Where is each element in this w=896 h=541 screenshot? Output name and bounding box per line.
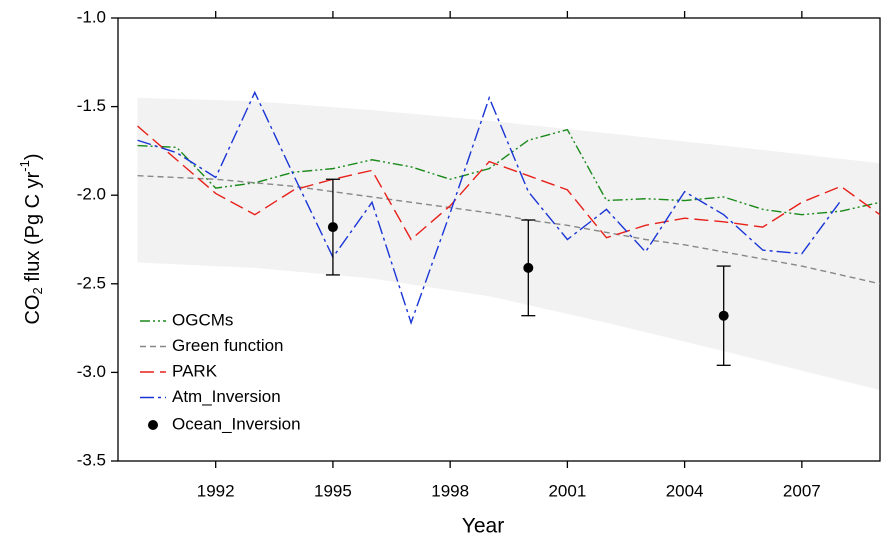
uncertainty-band	[137, 97, 881, 391]
point	[718, 310, 729, 321]
y-tick-label: -1.5	[77, 96, 106, 115]
series-line	[137, 125, 881, 241]
x-tick-label: 2004	[666, 481, 704, 500]
x-tick-label: 2007	[783, 481, 821, 500]
y-label-sup: -1	[17, 160, 32, 172]
y-label-part: flux (Pg C yr	[22, 171, 44, 287]
legend-label: Ocean_Inversion	[172, 414, 301, 433]
x-tick-label: 1998	[431, 481, 469, 500]
y-axis-label: CO2 flux (Pg C yr-1)	[17, 153, 45, 324]
y-tick-label: -1.0	[77, 7, 106, 26]
x-axis-label: Year	[462, 515, 504, 538]
y-tick-label: -3.5	[77, 450, 106, 469]
plot-frame	[117, 17, 881, 462]
series-line	[137, 175, 881, 285]
legend-label: Green function	[172, 336, 284, 355]
point	[523, 262, 534, 273]
legend-swatch	[148, 420, 158, 430]
x-tick-label: 1992	[197, 481, 235, 500]
point	[327, 222, 338, 233]
y-tick-label: -2.0	[77, 185, 106, 204]
legend-label: OGCMs	[172, 310, 233, 329]
x-tick-label: 2001	[548, 481, 586, 500]
y-tick-label: -2.5	[77, 273, 106, 292]
y-label-sub: 2	[30, 287, 45, 294]
y-tick-label: -3.0	[77, 362, 106, 381]
x-tick-label: 1995	[314, 481, 352, 500]
legend-label: Atm_Inversion	[172, 387, 281, 406]
legend-label: PARK	[172, 361, 218, 380]
y-label-part: CO	[22, 295, 44, 325]
series-line	[137, 90, 842, 325]
y-label-part: )	[22, 153, 44, 160]
series-line	[137, 128, 881, 216]
